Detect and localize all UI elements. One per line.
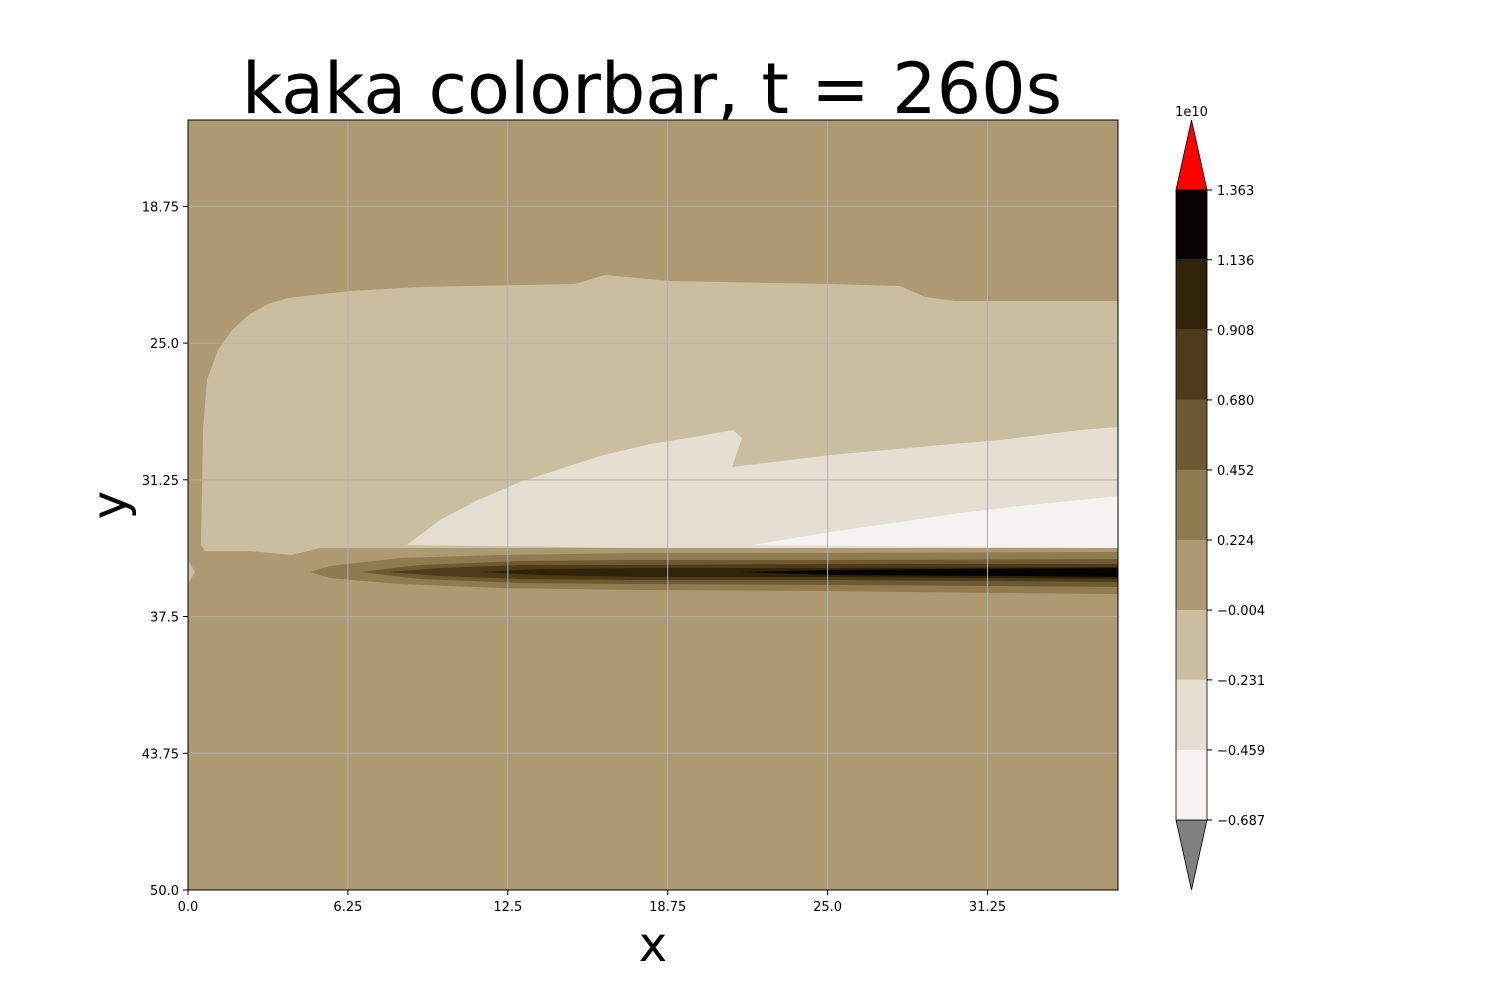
x-tick-label: 0.0 <box>178 900 199 915</box>
y-tick-label: 31.25 <box>142 474 179 489</box>
y-tick-label: 50.0 <box>150 884 179 899</box>
colorbar-scale-label: 1e10 <box>1175 105 1208 120</box>
colorbar-frame <box>1175 189 1208 821</box>
y-tick-label: 25.0 <box>150 337 179 352</box>
contour-edge-notch <box>188 560 195 584</box>
colorbar-tick-label: 0.224 <box>1217 534 1254 549</box>
colorbar-tick-label: −0.687 <box>1217 814 1265 829</box>
y-axis: 18.75 25.0 31.25 37.5 43.75 50.0 <box>142 200 188 899</box>
colorbar-tick-label: 1.136 <box>1217 254 1254 269</box>
x-tick-label: 12.5 <box>493 900 522 915</box>
colorbar-segment <box>1176 540 1207 611</box>
colorbar-segment <box>1176 329 1207 400</box>
contour-band-5 <box>740 568 1118 577</box>
x-tick-label: 31.25 <box>969 900 1006 915</box>
colorbar-tick-label: −0.004 <box>1217 604 1265 619</box>
plot-area <box>187 119 1119 891</box>
colorbar-segment <box>1176 679 1207 750</box>
colorbar-segment <box>1176 469 1207 541</box>
colorbar-segment <box>1176 259 1207 330</box>
chart-title: kaka colorbar, t = 260s <box>242 48 1062 130</box>
colorbar-segment <box>1176 399 1207 470</box>
colorbar-over-extension <box>1175 119 1208 191</box>
colorbar-tick-label: −0.231 <box>1217 674 1265 689</box>
y-tick-label: 18.75 <box>142 200 179 215</box>
plot-frame <box>187 119 1119 891</box>
x-axis: 0.0 6.25 12.5 18.75 25.0 31.25 <box>178 890 1006 915</box>
x-tick-label: 18.75 <box>649 900 686 915</box>
colorbar-tick-label: 0.908 <box>1217 324 1254 339</box>
colorbar-tick-label: 0.452 <box>1217 464 1254 479</box>
y-tick-label: 43.75 <box>142 747 179 762</box>
colorbar-tick-label: 1.363 <box>1217 184 1254 199</box>
contour-region-level-0 <box>752 496 1118 548</box>
colorbar-under-extension <box>1175 819 1208 891</box>
colorbar: −0.687 −0.459 −0.231 −0.004 0.224 0.452 0.680 0… <box>1175 105 1265 891</box>
y-tick-label: 37.5 <box>150 611 179 626</box>
colorbar-segment <box>1176 610 1207 680</box>
y-axis-label: y <box>82 491 138 519</box>
x-tick-label: 25.0 <box>813 900 842 915</box>
x-axis-label: x <box>639 917 667 973</box>
x-tick-label: 6.25 <box>333 900 362 915</box>
colorbar-tick-label: −0.459 <box>1217 744 1265 759</box>
colorbar-tick-label: 0.680 <box>1217 394 1254 409</box>
colorbar-segment <box>1176 749 1207 820</box>
colorbar-segment <box>1176 190 1207 260</box>
